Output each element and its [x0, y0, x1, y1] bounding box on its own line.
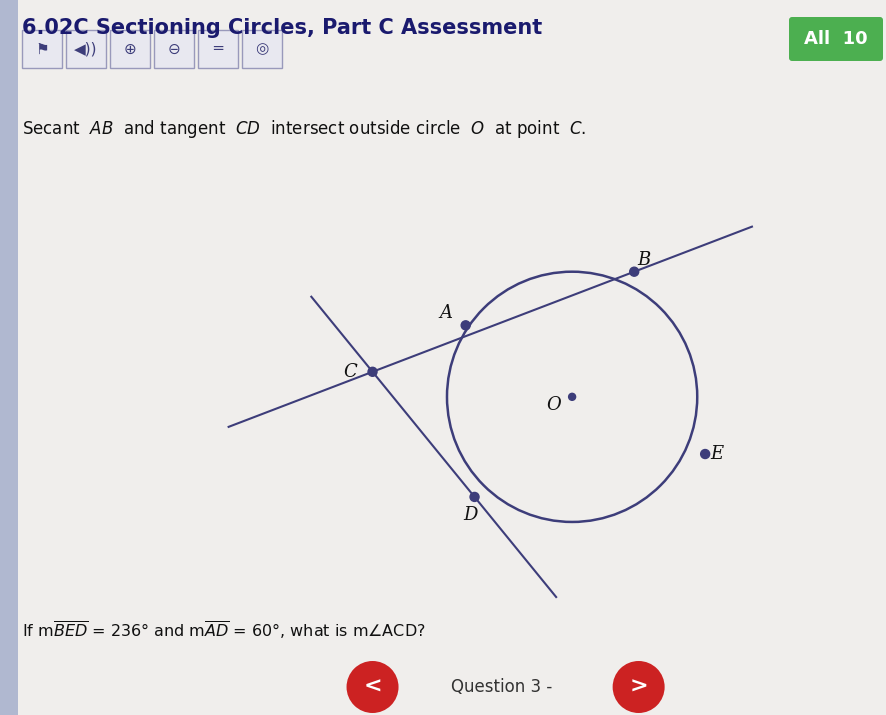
Text: If m$\overline{BED}$ = 236° and m$\overline{AD}$ = 60°, what is m∠ACD?: If m$\overline{BED}$ = 236° and m$\overl…	[22, 619, 425, 641]
FancyBboxPatch shape	[66, 30, 106, 68]
Text: ⊕: ⊕	[123, 41, 136, 56]
FancyBboxPatch shape	[154, 30, 194, 68]
Circle shape	[629, 267, 638, 276]
Text: D: D	[462, 506, 478, 524]
Text: 6.02C Sectioning Circles, Part C Assessment: 6.02C Sectioning Circles, Part C Assessm…	[22, 18, 541, 38]
FancyBboxPatch shape	[198, 30, 237, 68]
Circle shape	[568, 393, 575, 400]
Text: A: A	[439, 305, 452, 322]
Text: ◀)): ◀))	[74, 41, 97, 56]
Bar	[0, 0, 18, 715]
Text: O: O	[546, 396, 561, 414]
Circle shape	[346, 661, 398, 713]
FancyBboxPatch shape	[22, 30, 62, 68]
Circle shape	[470, 493, 478, 501]
Circle shape	[700, 450, 709, 458]
FancyBboxPatch shape	[789, 17, 882, 61]
Text: E: E	[710, 445, 723, 463]
FancyBboxPatch shape	[242, 30, 282, 68]
Text: >: >	[629, 677, 647, 697]
Text: C: C	[343, 363, 357, 381]
Text: B: B	[637, 251, 650, 269]
Text: Question 3 -: Question 3 -	[450, 678, 551, 696]
Circle shape	[461, 321, 470, 330]
Circle shape	[612, 661, 664, 713]
Text: ⚑: ⚑	[35, 41, 49, 56]
Text: All  10: All 10	[804, 30, 867, 48]
Text: ═: ═	[214, 41, 222, 56]
Text: ◎: ◎	[255, 41, 268, 56]
FancyBboxPatch shape	[110, 30, 150, 68]
Text: Secant  $AB$  and tangent  $CD$  intersect outside circle  $O$  at point  $C$.: Secant $AB$ and tangent $CD$ intersect o…	[22, 118, 586, 140]
Circle shape	[368, 368, 377, 376]
Text: ⊖: ⊖	[167, 41, 180, 56]
Text: <: <	[363, 677, 381, 697]
